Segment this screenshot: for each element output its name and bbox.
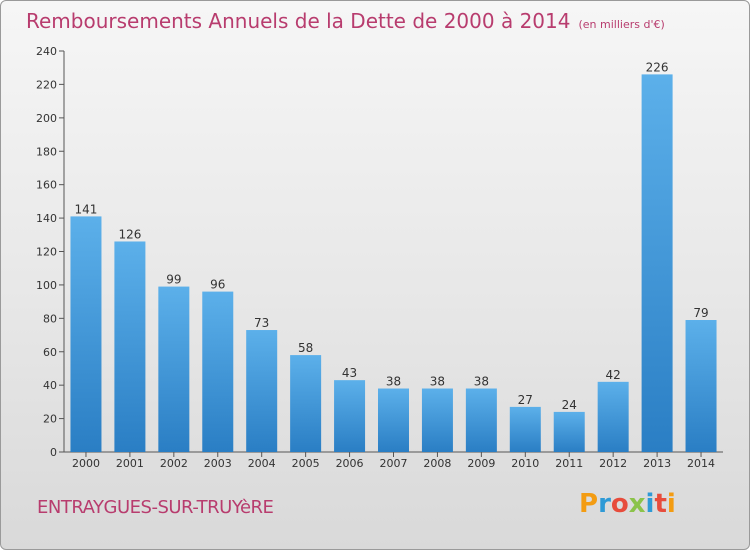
y-tick-label: 120 — [36, 246, 57, 259]
bar-2013 — [641, 74, 673, 453]
logo-letter: i — [645, 489, 655, 519]
bar-2005 — [290, 355, 322, 452]
bar-value-label: 96 — [210, 278, 225, 292]
y-tick-label: 140 — [36, 212, 57, 225]
y-tick-label: 180 — [36, 145, 57, 158]
bar-2002 — [158, 286, 190, 452]
bar-value-label: 73 — [254, 316, 269, 330]
x-tick-label: 2011 — [555, 457, 583, 470]
chart-unit: (en milliers d'€) — [578, 18, 665, 31]
bar-value-label: 141 — [75, 202, 98, 216]
y-tick-label: 60 — [43, 346, 57, 359]
bar-value-label: 38 — [430, 375, 445, 389]
x-tick-label: 2009 — [467, 457, 495, 470]
bar-2011 — [553, 411, 585, 452]
logo-letter: i — [666, 489, 676, 519]
bar-2010 — [509, 406, 541, 452]
x-tick-label: 2004 — [248, 457, 276, 470]
bar-2006 — [334, 380, 366, 452]
chart-title-text: Remboursements Annuels de la Dette de 20… — [26, 9, 571, 33]
x-tick-label: 2007 — [380, 457, 408, 470]
bar-value-label: 99 — [166, 273, 181, 287]
bar-value-label: 27 — [518, 393, 533, 407]
bar-2009 — [465, 388, 497, 452]
bar-value-label: 226 — [646, 60, 669, 74]
x-tick-label: 2002 — [160, 457, 188, 470]
y-tick-label: 220 — [36, 78, 57, 91]
x-tick-label: 2006 — [336, 457, 364, 470]
bar-2012 — [597, 381, 629, 452]
bar-2008 — [421, 388, 453, 452]
y-tick-label: 20 — [43, 413, 57, 426]
y-tick-label: 0 — [50, 446, 57, 459]
logo-letter: o — [610, 489, 629, 519]
y-tick-label: 160 — [36, 179, 57, 192]
x-tick-label: 2014 — [687, 457, 715, 470]
x-tick-label: 2013 — [643, 457, 671, 470]
bar-2007 — [378, 388, 409, 452]
y-tick-label: 240 — [36, 45, 57, 58]
y-tick-label: 80 — [43, 312, 57, 325]
commune-name: ENTRAYGUES-SUR-TRUYèRE — [37, 497, 274, 518]
x-tick-label: 2001 — [116, 457, 144, 470]
x-tick-label: 2012 — [599, 457, 627, 470]
logo-letter: x — [628, 489, 646, 519]
bar-value-label: 43 — [342, 366, 357, 380]
bar-value-label: 24 — [562, 398, 577, 412]
chart-title: Remboursements Annuels de la Dette de 20… — [26, 9, 665, 33]
y-tick-label: 40 — [43, 379, 57, 392]
logo-letter: r — [598, 489, 611, 519]
bar-value-label: 38 — [474, 375, 489, 389]
bar-value-label: 79 — [693, 306, 708, 320]
bar-value-label: 126 — [118, 227, 141, 241]
bar-2001 — [114, 241, 146, 452]
bar-2003 — [202, 291, 234, 452]
y-tick-label: 100 — [36, 279, 57, 292]
bar-2014 — [685, 320, 717, 452]
bar-value-label: 42 — [606, 368, 621, 382]
x-tick-label: 2000 — [72, 457, 100, 470]
bar-2000 — [70, 216, 102, 452]
x-tick-label: 2003 — [204, 457, 232, 470]
x-tick-label: 2008 — [423, 457, 451, 470]
bar-2004 — [246, 330, 278, 452]
x-tick-label: 2005 — [292, 457, 320, 470]
x-tick-label: 2010 — [511, 457, 539, 470]
bar-value-label: 38 — [386, 375, 401, 389]
proxiti-logo: Proxiti — [579, 489, 676, 519]
bar-value-label: 58 — [298, 341, 313, 355]
logo-letter: t — [654, 489, 667, 519]
logo-letter: P — [579, 489, 599, 519]
y-tick-label: 200 — [36, 112, 57, 125]
